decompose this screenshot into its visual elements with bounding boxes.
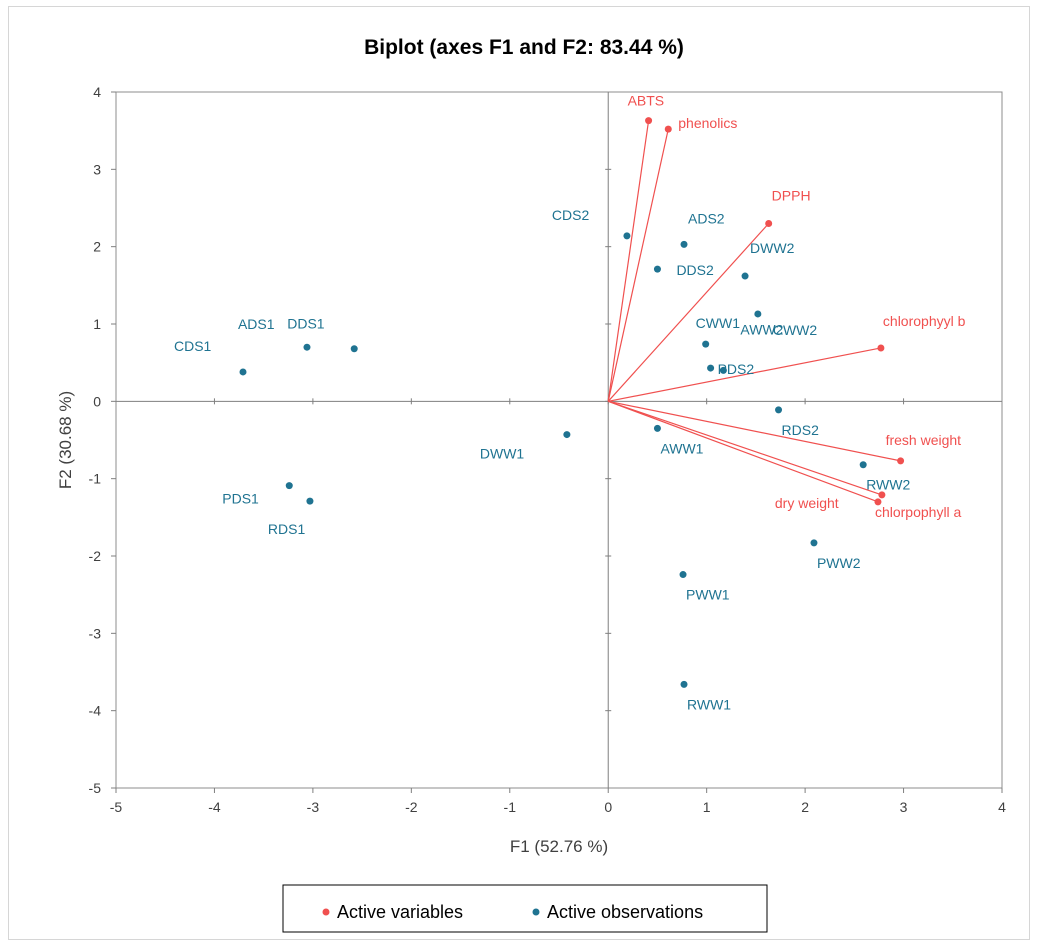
variable-label: chlorpophyll a bbox=[875, 504, 962, 520]
observation-label: DDS2 bbox=[676, 262, 714, 278]
variable-point bbox=[897, 457, 905, 465]
observation-point bbox=[303, 343, 311, 351]
observation-label: PWW2 bbox=[817, 555, 861, 571]
vector-line bbox=[608, 400, 879, 503]
y-tick-label: -3 bbox=[89, 625, 102, 641]
x-tick-label: -3 bbox=[307, 799, 320, 815]
observation-label: DWW1 bbox=[480, 446, 525, 462]
observation-point bbox=[754, 310, 762, 318]
variable-label: ABTS bbox=[628, 93, 665, 109]
x-axis-title: F1 (52.76 %) bbox=[510, 837, 608, 856]
variable-label: phenolics bbox=[678, 115, 737, 131]
x-tick-label: -5 bbox=[110, 799, 123, 815]
plot-area bbox=[115, 91, 1003, 789]
observation-label: AWW1 bbox=[660, 440, 703, 456]
vector-line bbox=[608, 400, 901, 462]
x-tick-label: -1 bbox=[504, 799, 517, 815]
observation-label: CDS1 bbox=[174, 338, 212, 354]
observation-label: DWW2 bbox=[750, 240, 795, 256]
observation-point bbox=[285, 482, 293, 490]
x-tick-label: 4 bbox=[998, 799, 1006, 815]
observation-point bbox=[707, 364, 715, 372]
x-tick-label: 2 bbox=[801, 799, 809, 815]
observation-label: RWW1 bbox=[687, 696, 731, 712]
vector-line bbox=[607, 128, 669, 402]
y-tick-label: -5 bbox=[89, 780, 102, 796]
variable-point bbox=[877, 344, 885, 352]
observation-point bbox=[306, 497, 314, 505]
vector-line bbox=[607, 223, 770, 402]
legend-marker-observations bbox=[532, 908, 540, 916]
observation-label: CDS2 bbox=[552, 207, 590, 223]
observation-point bbox=[239, 368, 247, 376]
variable-point bbox=[765, 219, 773, 227]
variable-point bbox=[664, 125, 672, 133]
legend-label-variables: Active variables bbox=[337, 902, 463, 922]
variable-label: chlorophyyl b bbox=[883, 313, 966, 329]
x-tick-label: -4 bbox=[208, 799, 221, 815]
observation-point bbox=[859, 461, 867, 469]
observation-point bbox=[680, 240, 688, 248]
y-tick-label: 3 bbox=[93, 161, 101, 177]
observation-point bbox=[741, 272, 749, 280]
observation-point bbox=[623, 232, 631, 240]
observation-label: ADS1 bbox=[238, 316, 275, 332]
observation-label: RDS2 bbox=[782, 422, 820, 438]
y-axis-title: F2 (30.68 %) bbox=[56, 391, 75, 489]
x-tick-label: 0 bbox=[604, 799, 612, 815]
observation-label: ADS2 bbox=[688, 210, 725, 226]
observation-point bbox=[719, 366, 727, 374]
y-tick-label: -2 bbox=[89, 548, 102, 564]
observation-point bbox=[775, 406, 783, 414]
observation-label: PDS1 bbox=[222, 491, 259, 507]
y-tick-label: 2 bbox=[93, 239, 101, 255]
vector-line bbox=[608, 347, 882, 402]
y-tick-label: -4 bbox=[89, 703, 102, 719]
chart-title: Biplot (axes F1 and F2: 83.44 %) bbox=[364, 36, 684, 59]
observation-point bbox=[810, 539, 818, 547]
variable-point bbox=[645, 117, 653, 125]
y-tick-label: 0 bbox=[93, 393, 101, 409]
vector-line bbox=[608, 400, 883, 496]
x-tick-label: 1 bbox=[703, 799, 711, 815]
observation-label: PWW1 bbox=[686, 587, 730, 603]
vector-line bbox=[607, 120, 650, 402]
legend: Active variables Active observations bbox=[282, 884, 768, 933]
legend-label-observations: Active observations bbox=[547, 902, 703, 922]
y-tick-label: -1 bbox=[89, 471, 102, 487]
legend-marker-variables bbox=[322, 908, 330, 916]
variable-point bbox=[878, 491, 886, 499]
observation-point bbox=[702, 340, 710, 348]
variable-label: dry weight bbox=[775, 495, 839, 511]
observation-label: CWW1 bbox=[696, 315, 741, 331]
y-tick-label: 1 bbox=[93, 316, 101, 332]
variable-label: DPPH bbox=[772, 187, 811, 203]
observation-label: DDS1 bbox=[287, 316, 325, 332]
observation-point bbox=[653, 265, 661, 273]
observation-label: RWW2 bbox=[866, 477, 910, 493]
y-tick-label: 4 bbox=[93, 84, 101, 100]
observation-label: RDS1 bbox=[268, 521, 306, 537]
observation-point bbox=[350, 345, 358, 353]
observation-label: AWW2 bbox=[740, 321, 783, 337]
observation-point bbox=[563, 431, 571, 439]
observation-point bbox=[679, 571, 687, 579]
variable-label: fresh weight bbox=[886, 432, 962, 448]
observation-label: PDS2 bbox=[718, 361, 755, 377]
x-tick-label: 3 bbox=[900, 799, 908, 815]
variable-point bbox=[874, 498, 882, 506]
observation-point bbox=[680, 680, 688, 688]
observation-label: CWW2 bbox=[773, 322, 818, 338]
legend-box bbox=[282, 884, 768, 933]
x-tick-label: -2 bbox=[405, 799, 418, 815]
observation-point bbox=[653, 424, 661, 432]
